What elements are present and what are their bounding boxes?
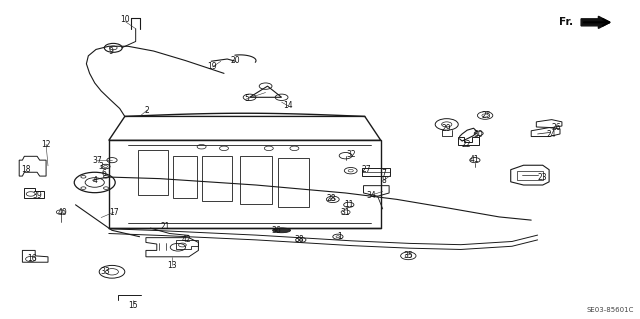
Text: 27: 27 — [361, 165, 371, 174]
Text: 24: 24 — [547, 130, 557, 139]
Text: 5: 5 — [244, 94, 249, 103]
Text: 41: 41 — [470, 155, 480, 164]
Text: 1: 1 — [337, 232, 342, 241]
Bar — [202, 156, 232, 201]
Text: 33: 33 — [100, 267, 111, 276]
Text: 36: 36 — [271, 226, 282, 235]
FancyArrow shape — [581, 16, 610, 28]
Text: 13: 13 — [166, 261, 177, 270]
Text: 9: 9 — [109, 47, 114, 56]
Bar — [240, 156, 272, 204]
Text: 30: 30 — [474, 130, 484, 139]
Text: 35: 35 — [403, 251, 413, 260]
Text: 11: 11 — [344, 200, 353, 209]
Bar — [138, 150, 168, 195]
Text: 25: 25 — [481, 111, 492, 120]
Text: 18: 18 — [21, 165, 30, 174]
Text: 6: 6 — [102, 169, 107, 178]
Text: 42: 42 — [182, 235, 192, 244]
Text: 34: 34 — [366, 191, 376, 200]
Bar — [362, 168, 390, 176]
Text: 32: 32 — [346, 150, 356, 159]
Text: SE03-85601C: SE03-85601C — [586, 307, 634, 313]
Text: 28: 28 — [327, 194, 336, 203]
Text: 8: 8 — [381, 176, 387, 185]
Text: 23: 23 — [538, 173, 548, 182]
Text: 2: 2 — [145, 106, 150, 115]
Text: 29: 29 — [442, 124, 452, 133]
Text: 40: 40 — [58, 208, 68, 217]
Ellipse shape — [273, 228, 291, 233]
Text: 10: 10 — [120, 15, 131, 24]
Text: 31: 31 — [340, 208, 351, 217]
Text: 37: 37 — [92, 156, 102, 165]
Text: 39: 39 — [32, 191, 42, 200]
Text: 14: 14 — [283, 101, 293, 110]
Text: 20: 20 — [230, 56, 241, 65]
Text: 3: 3 — [99, 162, 104, 171]
Text: 38: 38 — [294, 235, 305, 244]
Bar — [278, 158, 309, 207]
Text: 21: 21 — [161, 222, 170, 231]
Text: 16: 16 — [27, 254, 37, 263]
Text: 7: 7 — [381, 169, 387, 178]
Text: 12: 12 — [42, 140, 51, 149]
Bar — [517, 171, 543, 180]
Text: 4: 4 — [92, 176, 97, 185]
Text: 22: 22 — [461, 140, 470, 149]
Text: 15: 15 — [128, 301, 138, 310]
Text: 19: 19 — [207, 63, 218, 71]
Bar — [173, 156, 197, 198]
Text: 26: 26 — [552, 123, 562, 132]
Text: Fr.: Fr. — [559, 17, 573, 27]
Text: 17: 17 — [109, 208, 119, 217]
